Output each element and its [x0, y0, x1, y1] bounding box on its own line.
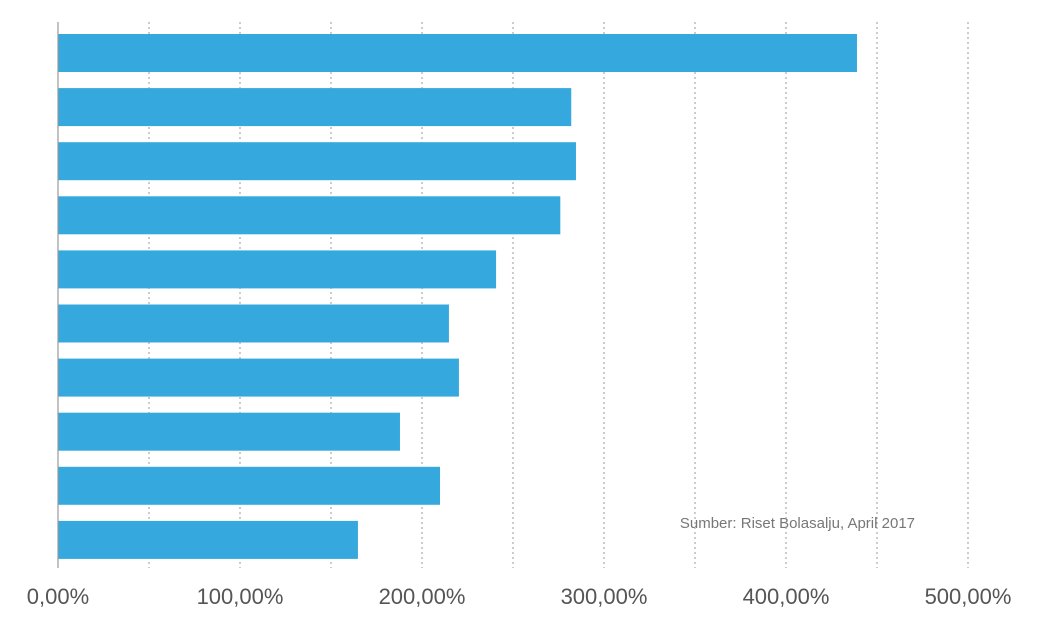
source-note: Sumber: Riset Bolasalju, April 2017: [680, 515, 915, 532]
bar: [58, 520, 358, 559]
bar: [58, 196, 561, 235]
x-tick-label: 500,00%: [925, 584, 1012, 609]
x-tick-label: 300,00%: [561, 584, 648, 609]
x-tick-label: 400,00%: [743, 584, 830, 609]
x-tick-label: 200,00%: [379, 584, 466, 609]
bar: [58, 142, 576, 181]
bar: [58, 412, 400, 451]
x-tick-label: 0,00%: [27, 584, 89, 609]
bar: [58, 88, 572, 127]
bar: [58, 466, 441, 505]
bar: [58, 304, 449, 343]
x-tick-label: 100,00%: [197, 584, 284, 609]
bar: [58, 250, 497, 289]
bar: [58, 34, 857, 72]
bar: [58, 358, 459, 397]
